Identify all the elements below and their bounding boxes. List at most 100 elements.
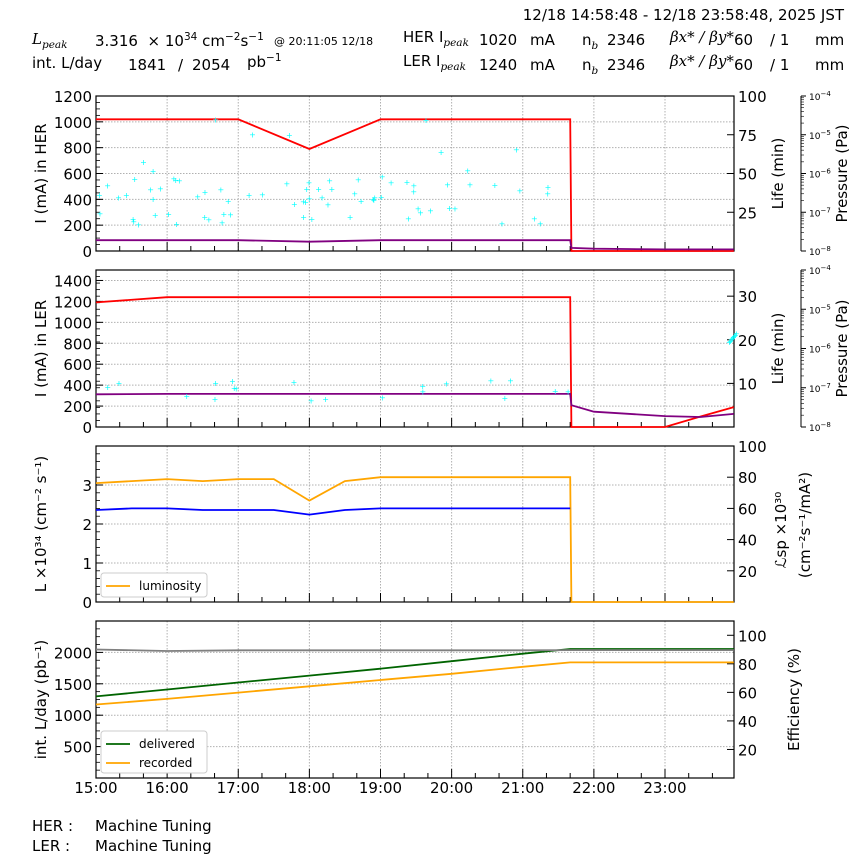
svg-text:1500: 1500 <box>54 676 92 694</box>
svg-text:500: 500 <box>63 739 92 757</box>
svg-text:1000: 1000 <box>54 114 92 132</box>
svg-text:+: + <box>729 334 736 343</box>
svg-text:1000: 1000 <box>54 314 92 332</box>
svg-text:+: + <box>104 181 111 190</box>
svg-text:+: + <box>727 337 734 346</box>
svg-text:50: 50 <box>738 166 757 184</box>
svg-text:+: + <box>212 115 219 124</box>
series-ler-current <box>95 296 735 428</box>
chart-panel-2 <box>95 269 806 428</box>
svg-text:+: + <box>202 188 209 197</box>
svg-text:+: + <box>404 178 411 187</box>
svg-text:+: + <box>303 185 310 194</box>
svg-text:+: + <box>467 181 474 190</box>
legend <box>100 730 208 774</box>
svg-text:10−7: 10−7 <box>809 206 831 219</box>
svg-text:+: + <box>371 196 378 205</box>
her-current-unit: mA <box>530 31 555 49</box>
svg-text:20: 20 <box>738 563 757 581</box>
svg-text:+: + <box>130 217 137 226</box>
svg-text:+: + <box>379 394 386 403</box>
svg-text:+: + <box>147 186 154 195</box>
svg-text:Pressure (Pa): Pressure (Pa) <box>833 299 851 397</box>
svg-text:+: + <box>328 185 335 194</box>
int-lumi-recorded: 1841 <box>128 56 167 74</box>
svg-text:+: + <box>507 376 514 385</box>
svg-text:+: + <box>415 204 422 213</box>
svg-text:400: 400 <box>63 191 92 209</box>
svg-text:20: 20 <box>738 332 757 350</box>
svg-text:+: + <box>219 219 226 228</box>
svg-text:Pressure (Pa): Pressure (Pa) <box>833 124 851 222</box>
svg-text:+: + <box>135 220 142 229</box>
series-specific-luminosity <box>95 507 571 516</box>
svg-text:+: + <box>315 185 322 194</box>
svg-text:60: 60 <box>738 500 757 518</box>
svg-text:200: 200 <box>63 398 92 416</box>
svg-text:20: 20 <box>738 741 757 759</box>
svg-text:22:00: 22:00 <box>572 779 615 797</box>
ler-beta-label: βx* / βy* <box>670 52 734 70</box>
her-beta-label: βx* / βy* <box>670 28 734 46</box>
ler-peak-current: 1240 <box>479 56 518 74</box>
svg-text:+: + <box>405 215 412 224</box>
svg-text:+: + <box>552 387 559 396</box>
int-lumi-unit: pb−1 <box>247 52 282 71</box>
svg-text:+: + <box>306 195 313 204</box>
series-delivered <box>95 648 734 698</box>
svg-text:+: + <box>206 215 213 224</box>
svg-text:+: + <box>225 197 232 206</box>
svg-text:+: + <box>173 220 180 229</box>
svg-text:+: + <box>351 190 358 199</box>
svg-text:1200: 1200 <box>54 88 92 106</box>
svg-text:+: + <box>378 193 385 202</box>
svg-text:+: + <box>443 380 450 389</box>
her-status-label: HER : <box>32 817 74 835</box>
svg-text:+: + <box>233 385 240 394</box>
svg-text:+: + <box>183 392 190 401</box>
svg-text:23:00: 23:00 <box>643 779 686 797</box>
svg-text:+: + <box>325 200 332 209</box>
svg-text:600: 600 <box>63 166 92 184</box>
svg-text:25: 25 <box>738 204 757 222</box>
svg-text:30: 30 <box>738 288 757 306</box>
peak-lumi-label: Lpeak <box>32 30 68 51</box>
svg-text:+: + <box>300 213 307 222</box>
svg-text:Life (min): Life (min) <box>769 138 787 210</box>
series-efficiency <box>95 648 734 652</box>
svg-text:2: 2 <box>82 516 92 534</box>
svg-text:+: + <box>427 207 434 216</box>
int-lumi-sep: / <box>178 56 184 74</box>
svg-text:1: 1 <box>82 555 92 573</box>
svg-text:40: 40 <box>738 532 757 550</box>
her-beta-y: / 1 <box>770 31 790 49</box>
her-status: Machine Tuning <box>95 817 212 835</box>
ler-status-label: LER : <box>32 837 71 855</box>
svg-text:delivered: delivered <box>139 737 195 751</box>
svg-text:10−7: 10−7 <box>809 382 831 395</box>
svg-text:+: + <box>229 377 236 386</box>
svg-text:+: + <box>347 213 354 222</box>
svg-text:1200: 1200 <box>54 293 92 311</box>
svg-text:+: + <box>517 187 524 196</box>
svg-text:+: + <box>104 383 111 392</box>
her-peak-label: HER Ipeak <box>403 28 469 49</box>
chart-panel-1 <box>95 95 806 252</box>
svg-text:+: + <box>306 178 313 187</box>
ler-nb-label: nb <box>582 56 599 77</box>
her-beta-unit: mm <box>815 31 845 49</box>
svg-text:+: + <box>227 211 234 220</box>
svg-text:10−5: 10−5 <box>809 303 831 316</box>
svg-text:75: 75 <box>738 127 757 145</box>
svg-text:+: + <box>488 377 495 386</box>
ler-beta-x: 60 <box>734 56 754 74</box>
svg-text:+: + <box>464 166 471 175</box>
svg-text:+: + <box>249 131 256 140</box>
svg-text:+: + <box>115 193 122 202</box>
svg-text:+: + <box>531 214 538 223</box>
svg-text:+: + <box>423 116 430 125</box>
svg-text:19:00: 19:00 <box>359 779 402 797</box>
svg-text:+: + <box>513 145 520 154</box>
svg-text:200: 200 <box>63 217 92 235</box>
svg-text:+: + <box>300 197 307 206</box>
